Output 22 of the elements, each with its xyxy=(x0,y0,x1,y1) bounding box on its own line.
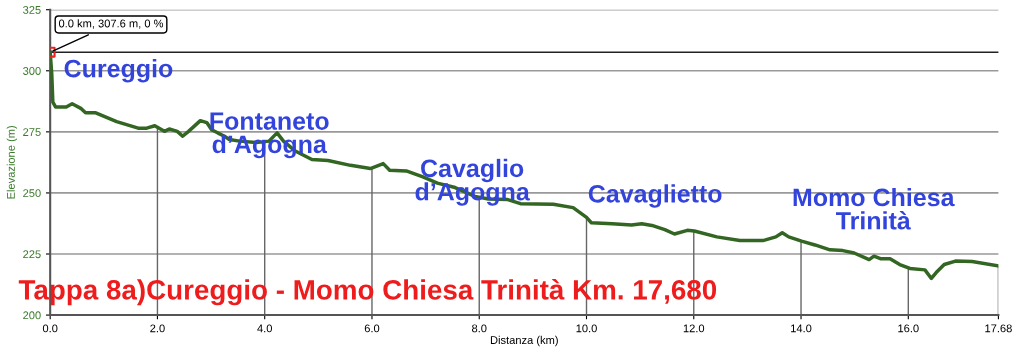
y-tick-label: 250 xyxy=(23,189,41,198)
annotation: Cavaglietto xyxy=(588,184,722,208)
x-tick-label: 17.68 xyxy=(985,324,1012,333)
annotation: Momo Chiesa Trinità xyxy=(793,187,955,230)
x-tick-label: 10.0 xyxy=(576,324,597,333)
y-tick-label: 300 xyxy=(23,67,41,75)
y-tick-label: 325 xyxy=(23,5,41,14)
x-tick-label: 4.0 xyxy=(257,324,272,333)
y-axis-title: Elevazione (m) xyxy=(6,126,18,199)
x-tick-label: 8.0 xyxy=(472,324,487,333)
y-tick-label: 200 xyxy=(23,311,41,320)
x-axis-title: Distanza (km) xyxy=(490,335,558,347)
x-tick-label: 0.0 xyxy=(42,324,58,333)
y-tick-label: 275 xyxy=(23,128,41,136)
x-tick-label: 16.0 xyxy=(898,324,919,333)
annotation: Cureggio xyxy=(64,59,173,83)
x-tick-label: 12.0 xyxy=(683,324,705,333)
x-tick-label: 2.0 xyxy=(150,324,165,333)
y-tick-label: 225 xyxy=(23,250,41,259)
x-tick-label: 6.0 xyxy=(364,324,380,333)
x-tick-label: 14.0 xyxy=(791,324,812,333)
annotation: 0.0 km, 307.6 m, 0 % xyxy=(58,19,164,29)
